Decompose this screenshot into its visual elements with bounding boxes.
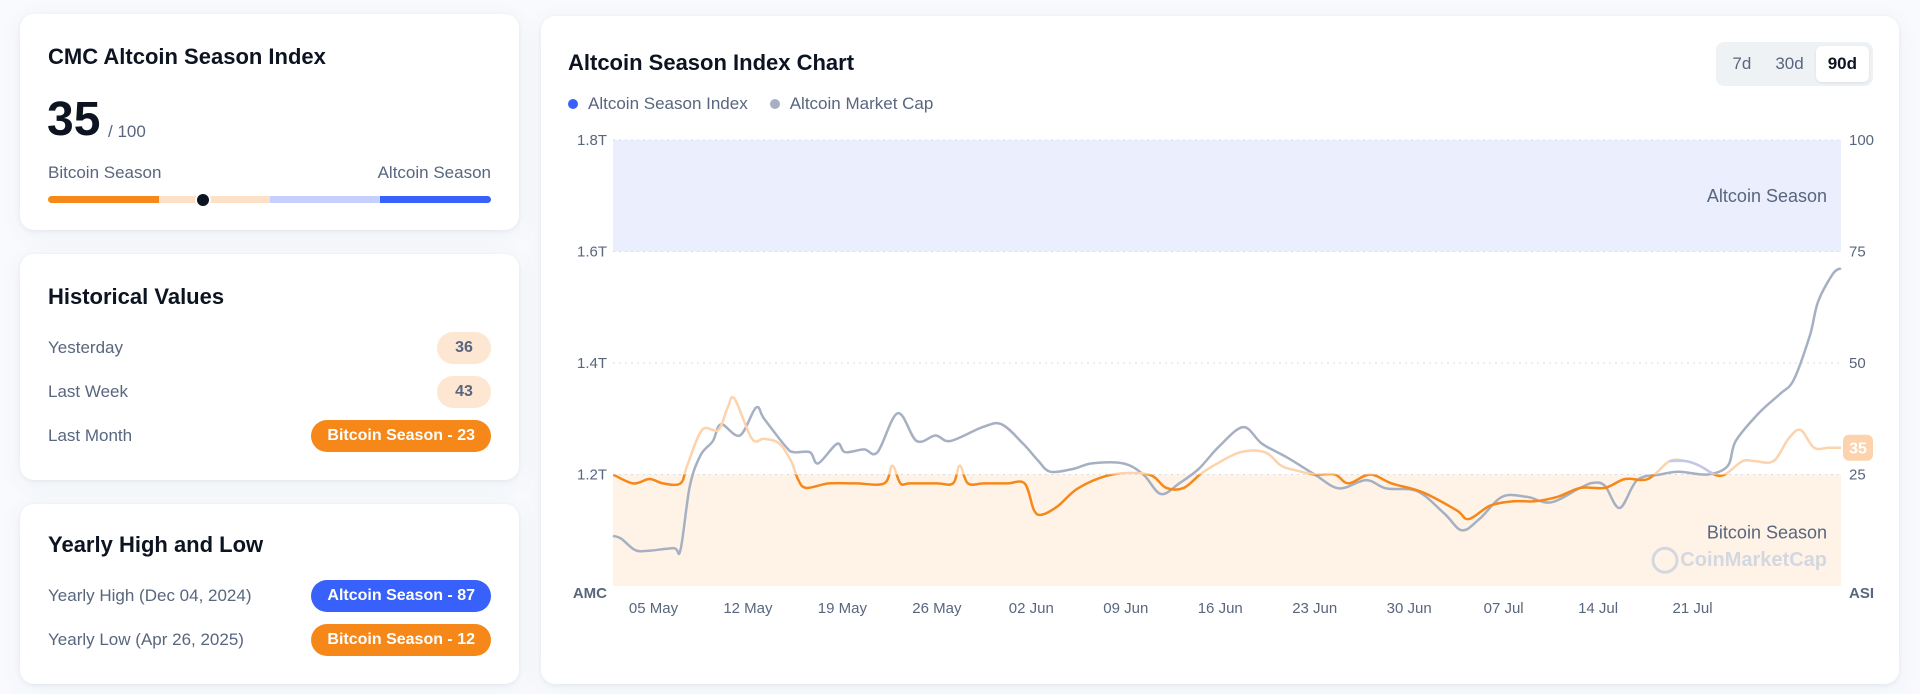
x-tick-label: 12 May <box>723 600 773 617</box>
yearly-low-date: (Apr 26, 2025) <box>135 630 244 649</box>
yearly-high-low-card: Yearly High and Low Yearly High (Dec 04,… <box>20 504 519 684</box>
x-tick-label: 02 Jun <box>1009 600 1054 617</box>
left-tick-label: 1.8T <box>577 132 607 149</box>
x-tick-label: 30 Jun <box>1387 600 1432 617</box>
historical-value-yesterday: 36 <box>437 332 491 364</box>
legend-dot-icon <box>769 99 780 109</box>
left-tick-label: 1.2T <box>577 467 607 484</box>
scale-segment-altcoin <box>380 196 491 203</box>
yearly-high-label: Yearly High <box>48 586 135 605</box>
x-tick-label: 07 Jul <box>1484 600 1524 617</box>
historical-title: Historical Values <box>48 284 225 309</box>
coinmarketcap-watermark: CoinMarketCap <box>1680 549 1827 571</box>
current-value-badge-bg <box>1843 434 1873 461</box>
legend-label-market-cap: Altcoin Market Cap <box>789 94 934 113</box>
yearly-high-date: (Dec 04, 2024) <box>139 586 252 605</box>
left-axis-label: AMC <box>573 585 607 602</box>
legend-item-index[interactable]: Altcoin Season Index <box>568 94 748 114</box>
historical-value-last-week: 43 <box>437 376 491 408</box>
yearly-high-value: Altcoin Season - 87 <box>311 580 491 612</box>
bitcoin-season-zone-label: Bitcoin Season <box>1707 522 1827 542</box>
x-tick-label: 05 May <box>629 600 679 617</box>
left-tick-label: 1.4T <box>577 355 607 372</box>
index-card-title: CMC Altcoin Season Index <box>48 44 326 69</box>
tab-30d[interactable]: 30d <box>1775 54 1804 73</box>
right-tick-label: 100 <box>1849 132 1874 149</box>
current-value-badge: 35 <box>1849 441 1867 458</box>
x-tick-label: 14 Jul <box>1578 600 1618 617</box>
season-scale-bar <box>48 196 491 203</box>
historical-values-card: Historical Values Yesterday 36 Last Week… <box>20 254 519 480</box>
scale-segment-bitcoin-light <box>158 196 270 203</box>
legend-dot-icon <box>568 99 578 109</box>
historical-row-label-last-week: Last Week <box>48 382 129 401</box>
tab-90d[interactable]: 90d <box>1815 46 1869 82</box>
right-axis-label: ASI <box>1849 585 1874 602</box>
index-max-label: / 100 <box>108 122 146 141</box>
yearly-low-value: Bitcoin Season - 12 <box>311 624 491 656</box>
right-tick-label: 75 <box>1849 244 1866 261</box>
historical-row-label-last-month: Last Month <box>48 426 133 445</box>
x-tick-label: 21 Jul <box>1673 600 1713 617</box>
altcoin-season-zone <box>613 140 1841 252</box>
yearly-title: Yearly High and Low <box>48 532 264 557</box>
altcoin-season-chart: 1.8T 1.6T 1.4T 1.2T 100 75 50 25 AMC ASI 05 May 12 … <box>573 132 1874 617</box>
yearly-low-row: Yearly Low (Apr 26, 2025) <box>48 630 244 650</box>
left-tick-label: 1.6T <box>577 244 607 261</box>
x-tick-label: 23 Jun <box>1292 600 1337 617</box>
chart-title: Altcoin Season Index Chart <box>568 50 855 75</box>
scale-segment-altcoin-light <box>269 196 381 203</box>
historical-value-last-month: Bitcoin Season - 23 <box>311 420 491 452</box>
right-tick-label: 25 <box>1849 467 1866 484</box>
coinmarketcap-logo-icon <box>1651 546 1679 574</box>
altcoin-season-index-card: CMC Altcoin Season Index 35 / 100 Bitcoi… <box>20 14 519 230</box>
index-line-bitcoin-zone <box>613 474 1728 521</box>
index-line-highlight <box>1669 459 1715 476</box>
scale-indicator-dot <box>195 192 212 208</box>
x-tick-label: 19 May <box>818 600 868 617</box>
bitcoin-season-zone <box>613 474 1841 586</box>
index-value: 35 <box>47 93 101 146</box>
tab-7d[interactable]: 7d <box>1732 54 1752 73</box>
yearly-high-row: Yearly High (Dec 04, 2024) <box>48 586 252 606</box>
scale-segment-bitcoin <box>48 196 159 203</box>
range-tabs: 7d 30d 90d <box>1716 42 1873 86</box>
x-tick-label: 09 Jun <box>1103 600 1148 617</box>
chart-legend: Altcoin Season Index Altcoin Market Cap <box>568 94 933 114</box>
historical-row-label-yesterday: Yesterday <box>48 338 123 357</box>
legend-label-index: Altcoin Season Index <box>588 94 748 113</box>
right-tick-label: 50 <box>1849 355 1866 372</box>
altcoin-season-chart-card: 1.8T 1.6T 1.4T 1.2T 100 75 50 25 AMC ASI 05 May 12 … <box>541 16 1899 684</box>
altcoin-season-label: Altcoin Season <box>377 163 491 182</box>
yearly-low-label: Yearly Low <box>48 630 131 649</box>
x-tick-label: 26 May <box>912 600 962 617</box>
x-tick-label: 16 Jun <box>1198 600 1243 617</box>
bitcoin-season-label: Bitcoin Season <box>48 163 162 182</box>
altcoin-season-zone-label: Altcoin Season <box>1707 186 1827 206</box>
legend-item-market-cap[interactable]: Altcoin Market Cap <box>769 94 934 114</box>
